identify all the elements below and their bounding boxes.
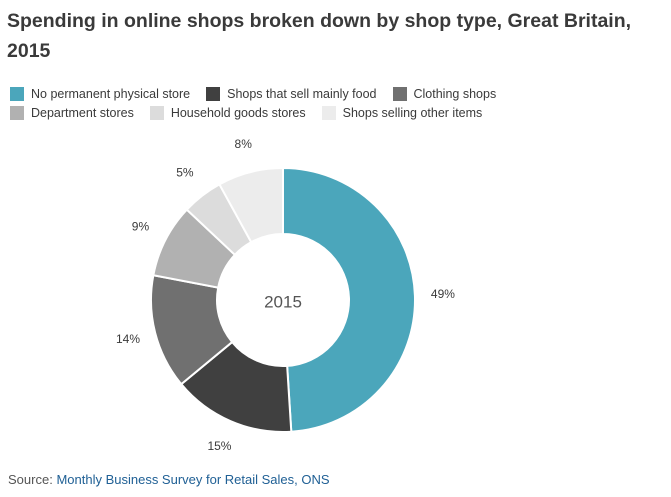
legend-item: Shops selling other items — [321, 105, 483, 121]
legend-item: Department stores — [10, 105, 134, 121]
source-link[interactable]: Monthly Business Survey for Retail Sales… — [56, 472, 330, 487]
source-line: Source: Monthly Business Survey for Reta… — [8, 472, 330, 487]
donut-slice — [218, 166, 284, 244]
legend-swatch — [392, 87, 407, 101]
legend-swatch — [321, 106, 336, 120]
legend-label: Clothing shops — [413, 87, 497, 101]
legend-item: Household goods stores — [149, 105, 306, 121]
source-label: Source: — [8, 472, 53, 487]
slice-label: 9% — [132, 220, 150, 234]
slice-label: 49% — [431, 287, 455, 301]
legend-item: Clothing shops — [392, 86, 497, 102]
legend-swatch — [10, 87, 24, 101]
slice-label: 8% — [235, 137, 253, 151]
slice-label: 15% — [207, 439, 231, 453]
legend-swatch — [149, 106, 164, 120]
slice-label: 5% — [176, 166, 194, 180]
legend-label: Shops that sell mainly food — [227, 87, 377, 101]
chart-legend: No permanent physical store Shops that se… — [10, 86, 650, 121]
slice-label: 14% — [116, 332, 140, 346]
slices-group — [150, 166, 417, 433]
donut-slice — [282, 166, 417, 433]
chart-title: Spending in online shops broken down by … — [7, 10, 632, 62]
legend-label: No permanent physical store — [31, 87, 191, 101]
legend-item: No permanent physical store — [10, 86, 190, 102]
slice-labels-group: 49% 15% 14% 9% 5% 8% — [116, 137, 455, 453]
legend-label: Department stores — [31, 106, 134, 120]
center-label: 2015 — [264, 292, 302, 311]
legend-item: Shops that sell mainly food — [206, 86, 377, 102]
legend-label: Shops selling other items — [342, 106, 483, 120]
legend-swatch — [10, 106, 24, 120]
legend-swatch — [206, 87, 221, 101]
legend-label: Household goods stores — [170, 106, 306, 120]
